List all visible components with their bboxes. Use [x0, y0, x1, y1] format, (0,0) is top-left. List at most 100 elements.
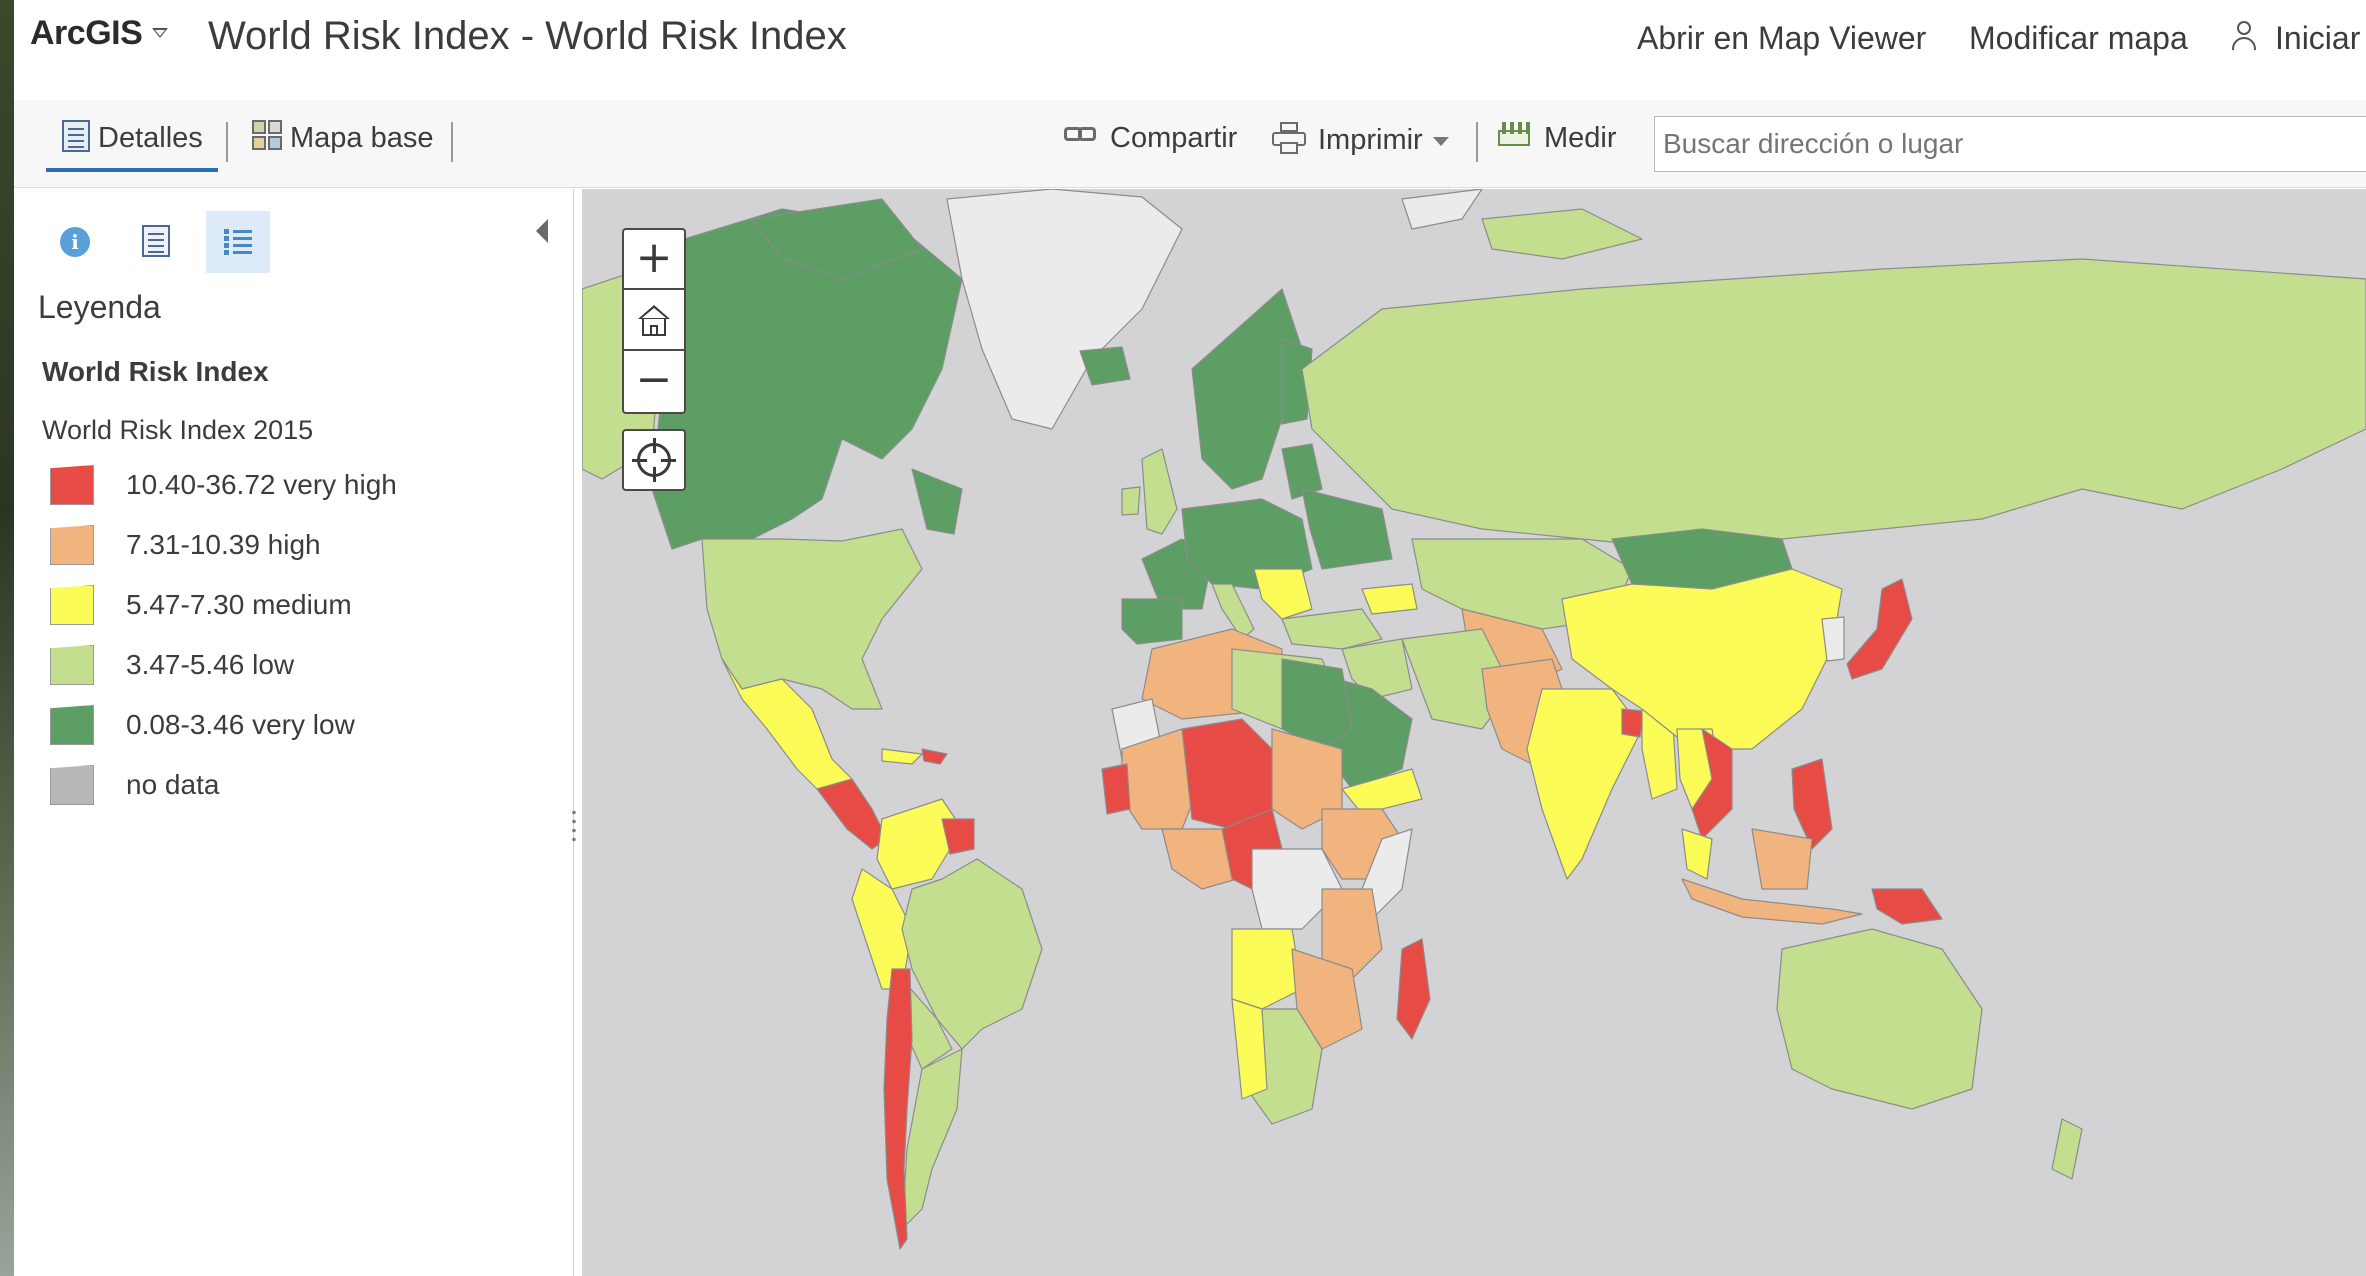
legend-label: 7.31-10.39 high — [126, 529, 321, 560]
measure-button[interactable]: Medir — [1498, 122, 1617, 155]
korea — [1821, 616, 1845, 662]
print-button[interactable]: Imprimir — [1272, 122, 1449, 157]
legend-label: 5.47-7.30 medium — [126, 589, 352, 620]
basemap-grid-icon — [252, 120, 284, 152]
bangladesh — [1621, 708, 1645, 738]
home-icon — [637, 305, 671, 337]
legend-swatch — [50, 765, 94, 805]
tab-basemap-label: Mapa base — [290, 122, 434, 154]
legend-label: 10.40-36.72 very high — [126, 469, 397, 500]
background-strip — [0, 0, 14, 1276]
info-icon: i — [60, 227, 90, 257]
share-label: Compartir — [1110, 122, 1238, 154]
content-button[interactable] — [122, 211, 186, 273]
toolbar-divider — [226, 122, 228, 162]
zambia-mozambique — [1291, 948, 1363, 1050]
zoom-controls: + − — [622, 228, 686, 414]
tab-details[interactable]: Detalles — [62, 120, 203, 155]
legend-swatch — [50, 525, 94, 565]
japan — [1846, 578, 1913, 680]
malaysia — [1681, 828, 1713, 880]
printer-icon — [1272, 122, 1306, 154]
legend-heading: Leyenda — [38, 289, 161, 325]
indonesia-borneo — [1751, 828, 1813, 890]
indonesia-islands — [1681, 878, 1863, 925]
document-icon — [142, 225, 170, 257]
ukraine-belarus — [1301, 488, 1393, 570]
turkey-greece — [1281, 608, 1383, 650]
canada — [651, 208, 963, 550]
egypt — [1281, 658, 1353, 750]
iceland — [1079, 346, 1131, 386]
measure-label: Medir — [1544, 122, 1617, 154]
search-input[interactable] — [1654, 116, 2366, 172]
home-button[interactable] — [624, 291, 684, 351]
legend-swatch — [50, 645, 94, 685]
toolbar-divider — [1476, 122, 1478, 162]
app-header: ArcGIS World Risk Index - World Risk Ind… — [14, 0, 2366, 100]
angola — [1231, 928, 1303, 1010]
zoom-out-button[interactable]: − — [635, 354, 673, 405]
open-in-map-viewer-link[interactable]: Abrir en Map Viewer — [1637, 20, 1927, 56]
madagascar — [1396, 938, 1431, 1040]
panel-resize-handle[interactable] — [572, 808, 576, 844]
horn-somalia — [1361, 828, 1413, 920]
argentina — [901, 1048, 963, 1230]
toolbar-divider — [451, 122, 453, 162]
chad-niger — [1181, 718, 1273, 830]
newfoundland — [911, 468, 963, 535]
arcgis-brand[interactable]: ArcGIS — [30, 14, 143, 52]
chile — [883, 968, 913, 1250]
sign-in-link[interactable]: Iniciar — [2231, 20, 2360, 57]
india — [1526, 688, 1643, 880]
baltics — [1281, 443, 1323, 500]
papua-new-guinea — [1871, 888, 1943, 925]
modify-map-link[interactable]: Modificar mapa — [1969, 20, 2188, 56]
guyana — [941, 818, 975, 855]
legend-sublayer-title: World Risk Index 2015 — [42, 415, 314, 445]
legend-list-icon — [224, 229, 252, 255]
arctic-islands — [1401, 189, 1483, 230]
russia — [1301, 258, 2366, 550]
gulf-of-guinea — [1161, 828, 1238, 890]
legend-swatch — [50, 465, 94, 505]
caucasus — [1361, 583, 1418, 615]
oman-yemen — [1341, 768, 1423, 815]
legend-button[interactable] — [206, 211, 270, 273]
norway-sweden — [1191, 288, 1303, 490]
details-icon — [62, 120, 90, 152]
world-risk-choropleth[interactable] — [582, 189, 2366, 1276]
finland — [1281, 338, 1313, 425]
user-icon — [2231, 21, 2257, 51]
legend-swatch — [50, 585, 94, 625]
iberia — [1121, 598, 1183, 645]
central-africa — [1251, 848, 1343, 930]
italy — [1211, 583, 1255, 640]
share-button[interactable]: Compartir — [1064, 122, 1237, 155]
print-label: Imprimir — [1318, 124, 1423, 156]
senegal-coast — [1101, 763, 1131, 815]
details-panel: i Leyenda World Risk Index World Risk In… — [14, 189, 574, 1276]
tab-basemap[interactable]: Mapa base — [252, 120, 434, 155]
about-button[interactable]: i — [42, 211, 106, 273]
ruler-icon — [1498, 122, 1530, 152]
australia — [1776, 928, 1983, 1110]
united-kingdom — [1141, 448, 1178, 535]
ireland — [1121, 486, 1141, 516]
legend-layer-title: World Risk Index — [42, 356, 269, 387]
locate-button[interactable] — [622, 429, 686, 491]
china — [1561, 568, 1843, 750]
chevron-down-icon — [1432, 137, 1449, 146]
legend-label: 0.08-3.46 very low — [126, 709, 355, 740]
legend-label: 3.47-5.46 low — [126, 649, 295, 680]
tab-details-label: Detalles — [98, 122, 203, 154]
russia-north-islands — [1481, 208, 1643, 260]
colombia-venezuela — [876, 798, 963, 890]
map-view[interactable]: + − — [582, 189, 2366, 1276]
zoom-in-button[interactable]: + — [624, 230, 684, 290]
chevron-down-icon[interactable] — [152, 28, 168, 38]
collapse-panel-icon[interactable] — [536, 219, 548, 243]
haiti — [921, 748, 948, 765]
greenland — [946, 189, 1183, 430]
namibia — [1231, 998, 1268, 1100]
